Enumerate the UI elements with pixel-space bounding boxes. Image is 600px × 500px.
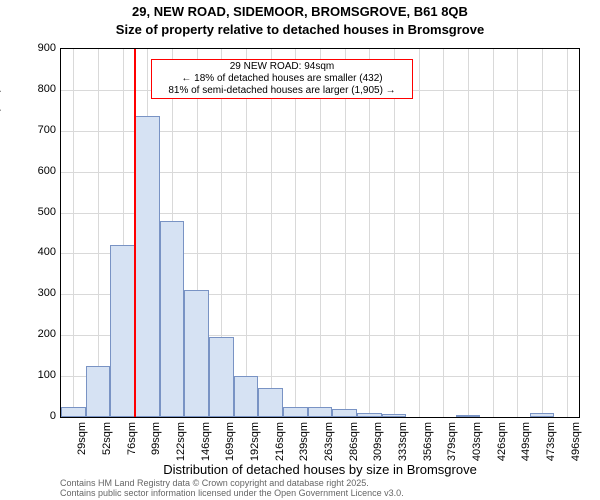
grid-line xyxy=(517,49,518,417)
chart-title-line2: Size of property relative to detached ho… xyxy=(0,22,600,37)
histogram-bar xyxy=(184,290,209,417)
histogram-bar xyxy=(357,413,382,417)
y-tick-label: 0 xyxy=(16,410,56,422)
grid-line xyxy=(98,49,99,417)
histogram-bar xyxy=(308,407,333,417)
y-tick-label: 400 xyxy=(16,246,56,258)
y-tick-label: 800 xyxy=(16,83,56,95)
x-tick-label: 449sqm xyxy=(520,422,532,461)
x-tick-label: 333sqm xyxy=(397,422,409,461)
callout-line: 29 NEW ROAD: 94sqm xyxy=(156,61,408,73)
y-tick-label: 600 xyxy=(16,165,56,177)
grid-line xyxy=(73,49,74,417)
property-callout: 29 NEW ROAD: 94sqm← 18% of detached hous… xyxy=(151,59,413,99)
histogram-bar xyxy=(382,414,407,417)
x-tick-label: 426sqm xyxy=(496,422,508,461)
x-tick-label: 169sqm xyxy=(224,422,236,461)
grid-line xyxy=(419,49,420,417)
y-tick-label: 200 xyxy=(16,328,56,340)
x-tick-label: 99sqm xyxy=(150,422,162,455)
x-tick-label: 52sqm xyxy=(101,422,113,455)
x-tick-label: 122sqm xyxy=(175,422,187,461)
y-tick-label: 300 xyxy=(16,287,56,299)
grid-line xyxy=(542,49,543,417)
x-tick-label: 216sqm xyxy=(274,422,286,461)
x-tick-label: 309sqm xyxy=(372,422,384,461)
x-tick-label: 146sqm xyxy=(200,422,212,461)
x-tick-label: 239sqm xyxy=(298,422,310,461)
histogram-bar xyxy=(332,409,357,417)
y-tick-label: 900 xyxy=(16,42,56,54)
grid-line xyxy=(567,49,568,417)
y-tick-label: 500 xyxy=(16,206,56,218)
x-tick-label: 76sqm xyxy=(126,422,138,455)
y-tick-label: 700 xyxy=(16,124,56,136)
x-tick-label: 286sqm xyxy=(348,422,360,461)
grid-line xyxy=(271,49,272,417)
histogram-bar xyxy=(86,366,111,417)
grid-line xyxy=(295,49,296,417)
footnote: Contains HM Land Registry data © Crown c… xyxy=(60,478,404,499)
chart-container: 29, NEW ROAD, SIDEMOOR, BROMSGROVE, B61 … xyxy=(0,0,600,500)
callout-line: 81% of semi-detached houses are larger (… xyxy=(156,85,408,97)
y-axis-label: Number of detached properties xyxy=(0,54,1,233)
x-tick-label: 192sqm xyxy=(249,422,261,461)
grid-line xyxy=(394,49,395,417)
grid-line xyxy=(468,49,469,417)
plot-area: 29 NEW ROAD: 94sqm← 18% of detached hous… xyxy=(60,48,580,418)
x-tick-label: 403sqm xyxy=(471,422,483,461)
histogram-bar xyxy=(61,407,86,417)
histogram-bar xyxy=(530,413,555,417)
x-tick-label: 263sqm xyxy=(323,422,335,461)
x-tick-label: 496sqm xyxy=(570,422,582,461)
x-tick-label: 473sqm xyxy=(545,422,557,461)
grid-line xyxy=(246,49,247,417)
property-marker-line xyxy=(134,49,136,417)
grid-line xyxy=(443,49,444,417)
grid-line xyxy=(369,49,370,417)
x-axis-label: Distribution of detached houses by size … xyxy=(60,462,580,477)
footnote-line2: Contains public sector information licen… xyxy=(60,488,404,498)
grid-line xyxy=(345,49,346,417)
histogram-bar xyxy=(234,376,259,417)
histogram-bar xyxy=(456,415,481,417)
histogram-bar xyxy=(283,407,308,417)
histogram-bar xyxy=(160,221,185,417)
y-tick-label: 100 xyxy=(16,369,56,381)
x-tick-label: 356sqm xyxy=(422,422,434,461)
histogram-bar xyxy=(209,337,234,417)
callout-line: ← 18% of detached houses are smaller (43… xyxy=(156,73,408,85)
grid-line xyxy=(493,49,494,417)
x-tick-label: 29sqm xyxy=(76,422,88,455)
footnote-line1: Contains HM Land Registry data © Crown c… xyxy=(60,478,404,488)
x-tick-label: 379sqm xyxy=(446,422,458,461)
grid-line xyxy=(320,49,321,417)
histogram-bar xyxy=(258,388,283,417)
histogram-bar xyxy=(110,245,135,417)
chart-title-line1: 29, NEW ROAD, SIDEMOOR, BROMSGROVE, B61 … xyxy=(0,4,600,19)
histogram-bar xyxy=(135,116,160,417)
